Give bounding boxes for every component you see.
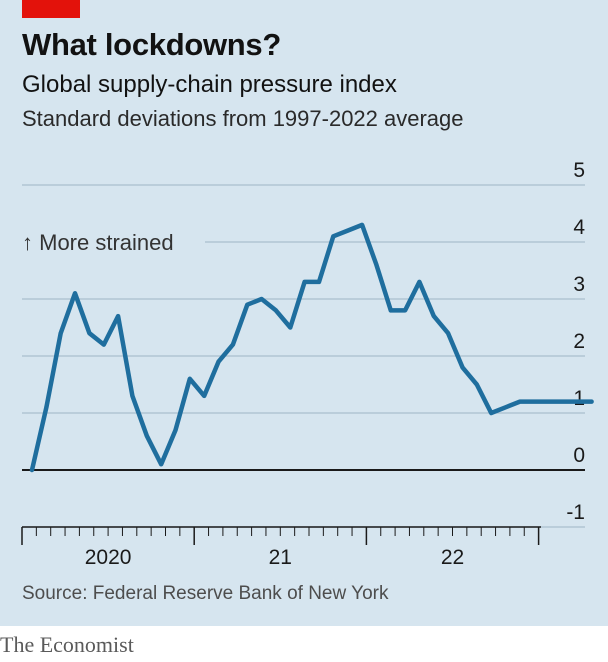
x-tick-label: 2020 bbox=[85, 546, 132, 569]
y-tick-label: 1 bbox=[573, 387, 585, 410]
brand-red-tag bbox=[22, 0, 80, 18]
chart-card: What lockdowns? Global supply-chain pres… bbox=[0, 0, 608, 626]
series-line bbox=[29, 222, 594, 473]
y-tick-label: 0 bbox=[573, 444, 585, 467]
y-tick-label: 5 bbox=[573, 159, 585, 182]
brand-logo: The Economist bbox=[0, 632, 134, 657]
x-tick-label: 22 bbox=[441, 546, 464, 569]
source-note: Source: Federal Reserve Bank of New York bbox=[22, 583, 389, 604]
chart-subtitle: Global supply-chain pressure index bbox=[22, 71, 397, 98]
chart-title: What lockdowns? bbox=[22, 27, 282, 62]
more-strained-annotation: ↑ More strained bbox=[22, 230, 174, 255]
x-tick-label: 21 bbox=[269, 546, 292, 569]
y-tick-label: 3 bbox=[573, 273, 585, 296]
y-tick-label: 4 bbox=[573, 216, 585, 239]
y-tick-label: 2 bbox=[573, 330, 585, 353]
chart-unit-note: Standard deviations from 1997-2022 avera… bbox=[22, 106, 464, 131]
y-tick-label: -1 bbox=[566, 501, 585, 524]
